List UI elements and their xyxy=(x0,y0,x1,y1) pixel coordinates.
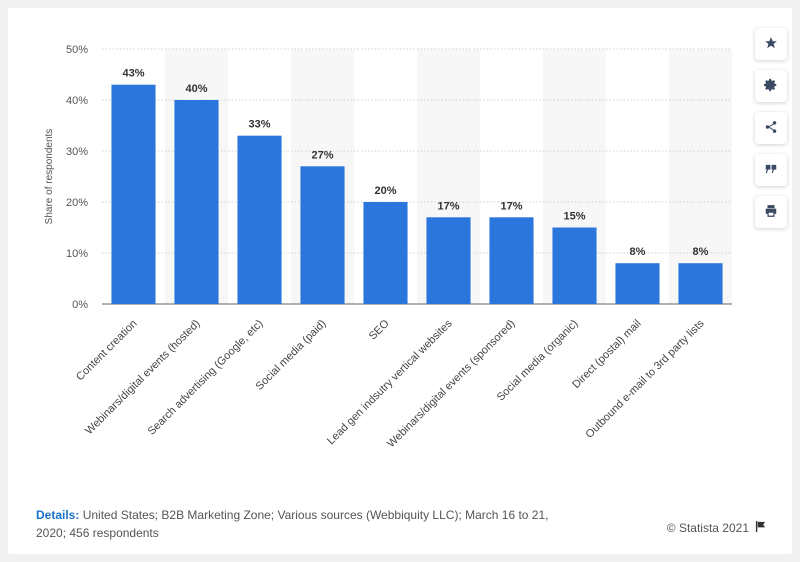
value-label: 8% xyxy=(693,246,709,258)
flag-icon[interactable] xyxy=(755,521,766,535)
x-tick-label: Social media (paid) xyxy=(254,318,329,393)
value-label: 40% xyxy=(185,83,207,95)
value-label: 17% xyxy=(500,200,522,212)
copyright: © Statista 2021 xyxy=(667,521,766,535)
settings-button[interactable] xyxy=(755,70,787,102)
share-button[interactable] xyxy=(755,112,787,144)
details-body: United States; B2B Marketing Zone; Vario… xyxy=(36,508,549,540)
bar xyxy=(111,84,156,304)
bar-chart: 0% 10% 20% 30% 40% 50% 43% Content creation 40% W… xyxy=(44,44,732,450)
details-label: Details: xyxy=(36,508,80,522)
bar xyxy=(489,217,534,304)
x-tick-label: Lead gen indsutry vertical websites xyxy=(325,317,455,447)
y-tick-label: 10% xyxy=(66,248,88,260)
value-label: 15% xyxy=(563,211,585,223)
x-tick-label: Webinars/digital events (hosted) xyxy=(83,318,202,437)
favorite-button[interactable] xyxy=(755,28,787,60)
x-tick-label: Direct (postal) mail xyxy=(570,318,643,391)
column-shade xyxy=(669,49,732,304)
bar xyxy=(174,100,219,304)
bar xyxy=(615,263,660,304)
value-label: 20% xyxy=(374,185,396,197)
value-label: 33% xyxy=(248,119,270,131)
gear-icon xyxy=(764,78,778,95)
y-tick-label: 20% xyxy=(66,197,88,209)
bar xyxy=(363,202,408,304)
print-icon xyxy=(764,204,778,221)
sidebar xyxy=(755,28,789,238)
bar xyxy=(678,263,723,304)
x-tick-label: SEO xyxy=(367,317,392,342)
x-tick-label: Content creation xyxy=(74,318,140,384)
x-tick-label: Outbound e-mail to 3rd party lists xyxy=(584,317,707,440)
y-tick-label: 30% xyxy=(66,146,88,158)
value-label: 43% xyxy=(122,68,144,80)
details-text: Details: United States; B2B Marketing Zo… xyxy=(36,506,556,542)
value-label: 8% xyxy=(630,246,646,258)
chart-card: 0% 10% 20% 30% 40% 50% 43% Content creation 40% W… xyxy=(8,8,792,554)
bar xyxy=(300,166,345,304)
value-label: 27% xyxy=(311,149,333,161)
y-tick-label: 50% xyxy=(66,44,88,56)
bar xyxy=(552,227,597,304)
x-tick-label: Search advertising (Google, etc) xyxy=(146,318,266,438)
copyright-text[interactable]: © Statista 2021 xyxy=(666,521,749,535)
bar xyxy=(426,217,471,304)
y-tick-label: 0% xyxy=(72,299,88,311)
cite-button[interactable] xyxy=(755,154,787,186)
y-axis-label: Share of respondents xyxy=(44,129,55,225)
bar xyxy=(237,135,282,304)
value-label: 17% xyxy=(437,200,459,212)
y-tick-label: 40% xyxy=(66,95,88,107)
quote-icon xyxy=(764,162,778,179)
x-tick-label: Webinars/digital events (sponsored) xyxy=(385,318,517,450)
share-icon xyxy=(764,120,778,137)
print-button[interactable] xyxy=(755,196,787,228)
star-icon xyxy=(764,36,778,53)
